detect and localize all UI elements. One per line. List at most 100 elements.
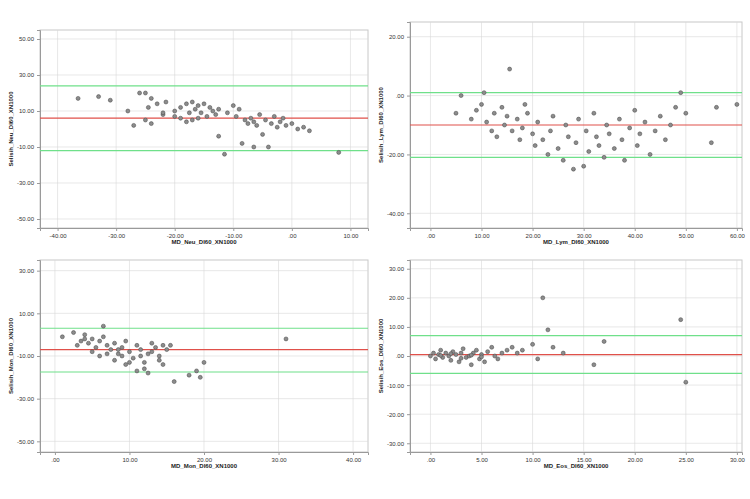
point [482, 91, 486, 95]
point [275, 125, 279, 129]
point [620, 138, 624, 142]
tick: 50.00 [19, 36, 40, 42]
tick: -10.00 [387, 383, 410, 389]
point [546, 328, 550, 332]
tick-mark [37, 75, 40, 76]
tick: 30.00 [19, 72, 40, 78]
tick-mark [407, 37, 410, 38]
point [142, 367, 146, 371]
point [492, 111, 496, 115]
point [90, 350, 94, 354]
point [602, 339, 606, 343]
tick-mark [407, 327, 410, 328]
point [60, 335, 64, 339]
tick-label: 30.00 [272, 457, 288, 463]
point [142, 360, 146, 364]
tick-label: 20.00 [628, 457, 644, 463]
point [648, 152, 652, 156]
point [179, 105, 183, 109]
tick-mark [129, 452, 130, 455]
point [143, 91, 147, 95]
grid-line [410, 268, 742, 269]
point [520, 126, 524, 130]
point [434, 357, 438, 361]
tick-label: -40.00 [50, 233, 68, 239]
point [225, 111, 229, 115]
point [113, 341, 117, 345]
limit-line [410, 335, 742, 336]
axis-line [41, 453, 369, 456]
tick: -50.00 [17, 439, 40, 445]
point [223, 152, 227, 156]
point [668, 123, 672, 127]
axis-line [41, 229, 369, 232]
point [98, 354, 102, 358]
tick: 10.00 [474, 228, 490, 239]
tick: -20.00 [167, 228, 185, 239]
point [496, 357, 500, 361]
tick: 30.00 [19, 268, 40, 274]
point [469, 363, 473, 367]
tick-label: 5.00 [476, 457, 488, 463]
point [510, 129, 514, 133]
point [272, 114, 276, 118]
grid-line [410, 297, 742, 298]
point [612, 147, 616, 151]
tick-label: .00 [427, 457, 436, 463]
grid-line [410, 385, 742, 386]
plot-area [40, 324, 368, 383]
point [431, 351, 435, 355]
axis-line [407, 261, 411, 453]
x-axis: .0010.0020.0030.0040.00 [41, 452, 369, 463]
point [190, 118, 194, 122]
point [584, 129, 588, 133]
point [564, 123, 568, 127]
point [240, 141, 244, 145]
point [551, 114, 555, 118]
grid-line [40, 398, 368, 399]
grid [410, 22, 742, 228]
tick: 10.00 [122, 452, 138, 463]
tick-mark [37, 39, 40, 40]
point [541, 138, 545, 142]
x-axis: .005.0010.0015.0020.0025.0030.00 [411, 452, 746, 463]
point [237, 107, 241, 111]
point [231, 104, 235, 108]
point [184, 102, 188, 106]
point [592, 111, 596, 115]
grid-line [410, 356, 742, 357]
grid-line [410, 154, 742, 155]
grid-line [410, 443, 742, 444]
tick-label: 40.00 [346, 457, 362, 463]
point [480, 355, 484, 359]
y-axis: 50.0030.0010.00-10.00-30.00-50.00 [17, 31, 41, 229]
point [165, 348, 169, 352]
point [735, 102, 739, 106]
point [566, 135, 570, 139]
point [684, 380, 688, 384]
point [113, 358, 117, 362]
point [149, 96, 153, 100]
point [199, 111, 203, 115]
point [83, 337, 87, 341]
y-axis: 30.0020.0010.00.00-10.00-20.00-30.00 [387, 261, 411, 453]
axis-line [37, 261, 41, 453]
point [135, 369, 139, 373]
tick-mark [407, 213, 410, 214]
grid-line [40, 75, 368, 76]
tick: .00 [396, 353, 410, 359]
point [124, 339, 128, 343]
tick-label: 20.00 [389, 295, 405, 301]
tick-label: 20.00 [389, 34, 405, 40]
tick-mark [55, 452, 56, 455]
y-axis-title: Selisih_Eos_DI60_XN1000 [378, 318, 384, 393]
point [587, 149, 591, 153]
y-axis-title: Selisih_Lym_DI60_XN1000 [378, 86, 384, 162]
point [594, 135, 598, 139]
x-axis-title: MD_Neu_DI60_XN1000 [171, 239, 237, 245]
point [187, 111, 191, 115]
tick-label: 40.00 [628, 233, 644, 239]
tick-label: 10.00 [389, 324, 405, 330]
tick-label: -30.00 [108, 233, 126, 239]
point [531, 342, 535, 346]
